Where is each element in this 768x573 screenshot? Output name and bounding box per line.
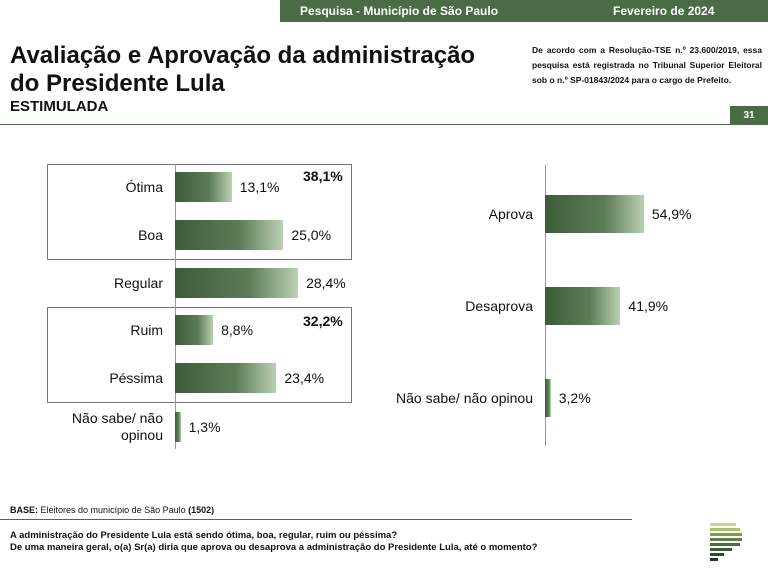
category-label-otima: Ótima [125,178,163,195]
base-note: BASE: Eleitores do município de São Paul… [10,505,214,515]
category-label-aprova: Aprova [488,205,533,222]
footer-divider [0,519,632,520]
category-label-boa: Boa [138,226,163,243]
value-label-desaprova: 41,9% [628,297,669,314]
bar-aprova [545,195,644,233]
category-label-pessima: Péssima [109,369,163,386]
group-total-positive: 38,1% [303,168,343,184]
value-label-aprova: 54,9% [651,205,692,222]
page-number: 31 [730,106,768,125]
brand-logo-icon [710,523,742,561]
group-frame-positive [47,164,352,260]
value-label-pessima: 23,4% [284,369,325,386]
category-label-regular: Regular [113,274,163,291]
bar-nao-sabe-nao-opinou [175,412,181,442]
base-text: Eleitores do município de São Paulo [40,505,186,515]
title-line-1: Avaliação e Aprovação da administração [10,42,476,69]
base-n: (1502) [188,505,215,515]
category-label-ruim: Ruim [130,321,163,338]
bar-otima [175,172,232,202]
value-label-regular: 28,4% [306,274,346,291]
value-label-ruim: 8,8% [221,321,254,338]
survey-label: Pesquisa - Município de São Paulo [300,4,499,18]
question-2: De uma maneira geral, o(a) Sr(a) diria q… [10,542,538,553]
base-label: BASE: [10,505,39,515]
group-frame-negative [47,307,352,403]
question-1: A administração do Presidente Lula está … [10,530,398,541]
top-bar: Pesquisa - Município de São Paulo Fevere… [280,0,768,22]
bar-pessima [175,363,277,393]
header-divider [0,124,768,125]
title-line-2: do Presidente Lula [10,70,225,97]
registration-note: De acordo com a Resolução-TSE n.º 23.600… [532,45,762,85]
category-label-desaprova: Desaprova [465,297,533,314]
value-label-nao-sabe-nao-opinou: 1,3% [188,418,221,435]
value-label-boa: 25,0% [291,226,332,243]
month-label: Fevereiro de 2024 [613,4,715,18]
category-label-nao-sabe-nao-opinou: Não sabe/ não opinou [71,410,163,443]
page-subtitle: ESTIMULADA [10,98,109,115]
page-title: Avaliação e Aprovação da administração d… [10,42,510,98]
bar-boa [175,220,284,250]
group-total-negative: 32,2% [303,313,343,329]
category-label-nao-sabe-nao-opinou: Não sabe/ não opinou [396,389,533,406]
left-chart-axis [175,164,176,449]
bar-desaprova [545,287,621,325]
bar-ruim [175,315,214,345]
bar-nao-sabe-nao-opinou [545,379,551,417]
value-label-otima: 13,1% [239,178,280,195]
value-label-nao-sabe-nao-opinou: 3,2% [558,389,591,406]
bar-regular [175,268,299,298]
